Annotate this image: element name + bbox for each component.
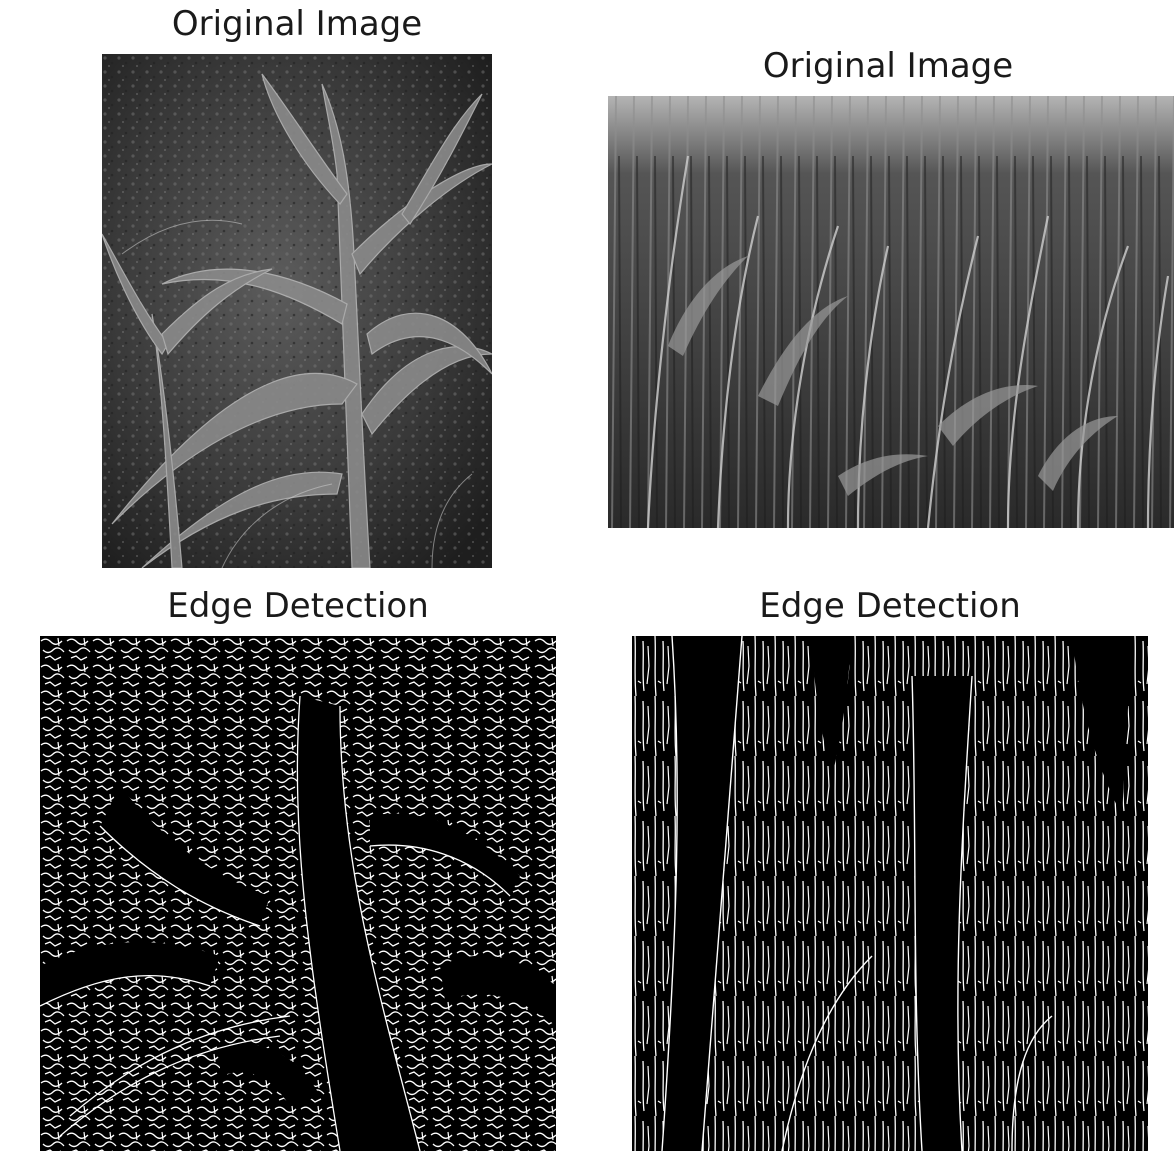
- panel-title-edge-2: Edge Detection: [759, 586, 1021, 626]
- original-image-grass: [608, 96, 1174, 528]
- panel-title-edge-1: Edge Detection: [167, 586, 429, 626]
- original-image-maize: [102, 54, 492, 568]
- panel-title-original-1: Original Image: [171, 4, 423, 44]
- panel-title-original-2: Original Image: [762, 46, 1014, 86]
- edge-detection-image-maize: [40, 636, 556, 1151]
- edge-detection-image-grass: [632, 636, 1148, 1151]
